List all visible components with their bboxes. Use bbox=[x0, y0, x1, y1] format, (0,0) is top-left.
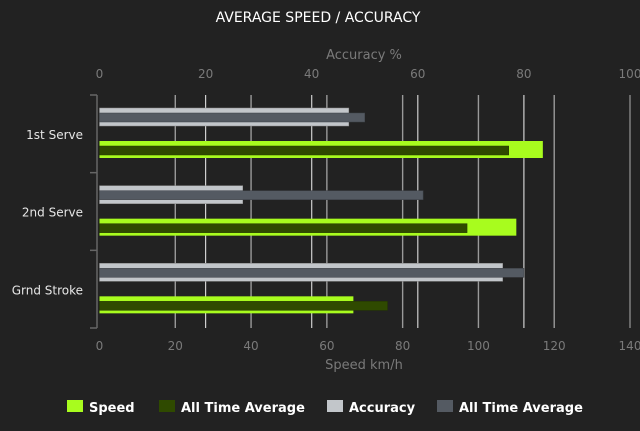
legend-label: Accuracy bbox=[349, 401, 416, 416]
legend-label: Speed bbox=[89, 401, 135, 416]
legend-label: All Time Average bbox=[181, 401, 305, 416]
legend-swatch bbox=[327, 400, 343, 412]
bar-speed-all-time-average bbox=[99, 301, 388, 311]
chart-title: AVERAGE SPEED / ACCURACY bbox=[216, 10, 421, 26]
legend-swatch bbox=[437, 400, 453, 412]
bottom-tick-label: 0 bbox=[96, 339, 104, 353]
bottom-tick-label: 140 bbox=[619, 339, 640, 353]
bottom-tick-label: 100 bbox=[467, 339, 490, 353]
legend-swatch bbox=[67, 400, 83, 412]
category-label: 1st Serve bbox=[26, 128, 83, 142]
category-label: 2nd Serve bbox=[22, 206, 83, 220]
top-tick-label: 100 bbox=[619, 67, 640, 81]
bottom-tick-label: 60 bbox=[319, 339, 334, 353]
bar-speed-all-time-average bbox=[99, 145, 509, 156]
legend-label: All Time Average bbox=[459, 401, 583, 416]
top-tick-label: 40 bbox=[304, 67, 319, 81]
bar-accuracy-all-time-average bbox=[99, 112, 365, 123]
bar-speed-all-time-average bbox=[99, 223, 468, 233]
bar-accuracy-all-time-average bbox=[99, 268, 525, 278]
top-tick-label: 0 bbox=[96, 67, 104, 81]
bottom-tick-label: 80 bbox=[395, 339, 410, 353]
top-tick-label: 80 bbox=[516, 67, 531, 81]
bottom-tick-label: 120 bbox=[543, 339, 566, 353]
bottom-tick-label: 20 bbox=[168, 339, 183, 353]
top-tick-label: 20 bbox=[198, 67, 213, 81]
top-axis-label: Accuracy % bbox=[326, 48, 402, 63]
bar-accuracy-all-time-average bbox=[99, 190, 424, 200]
category-label: Grnd Stroke bbox=[12, 283, 83, 297]
legend-swatch bbox=[159, 400, 175, 412]
top-tick-label: 60 bbox=[410, 67, 425, 81]
bottom-axis-label: Speed km/h bbox=[325, 358, 403, 373]
bottom-tick-label: 40 bbox=[243, 339, 258, 353]
